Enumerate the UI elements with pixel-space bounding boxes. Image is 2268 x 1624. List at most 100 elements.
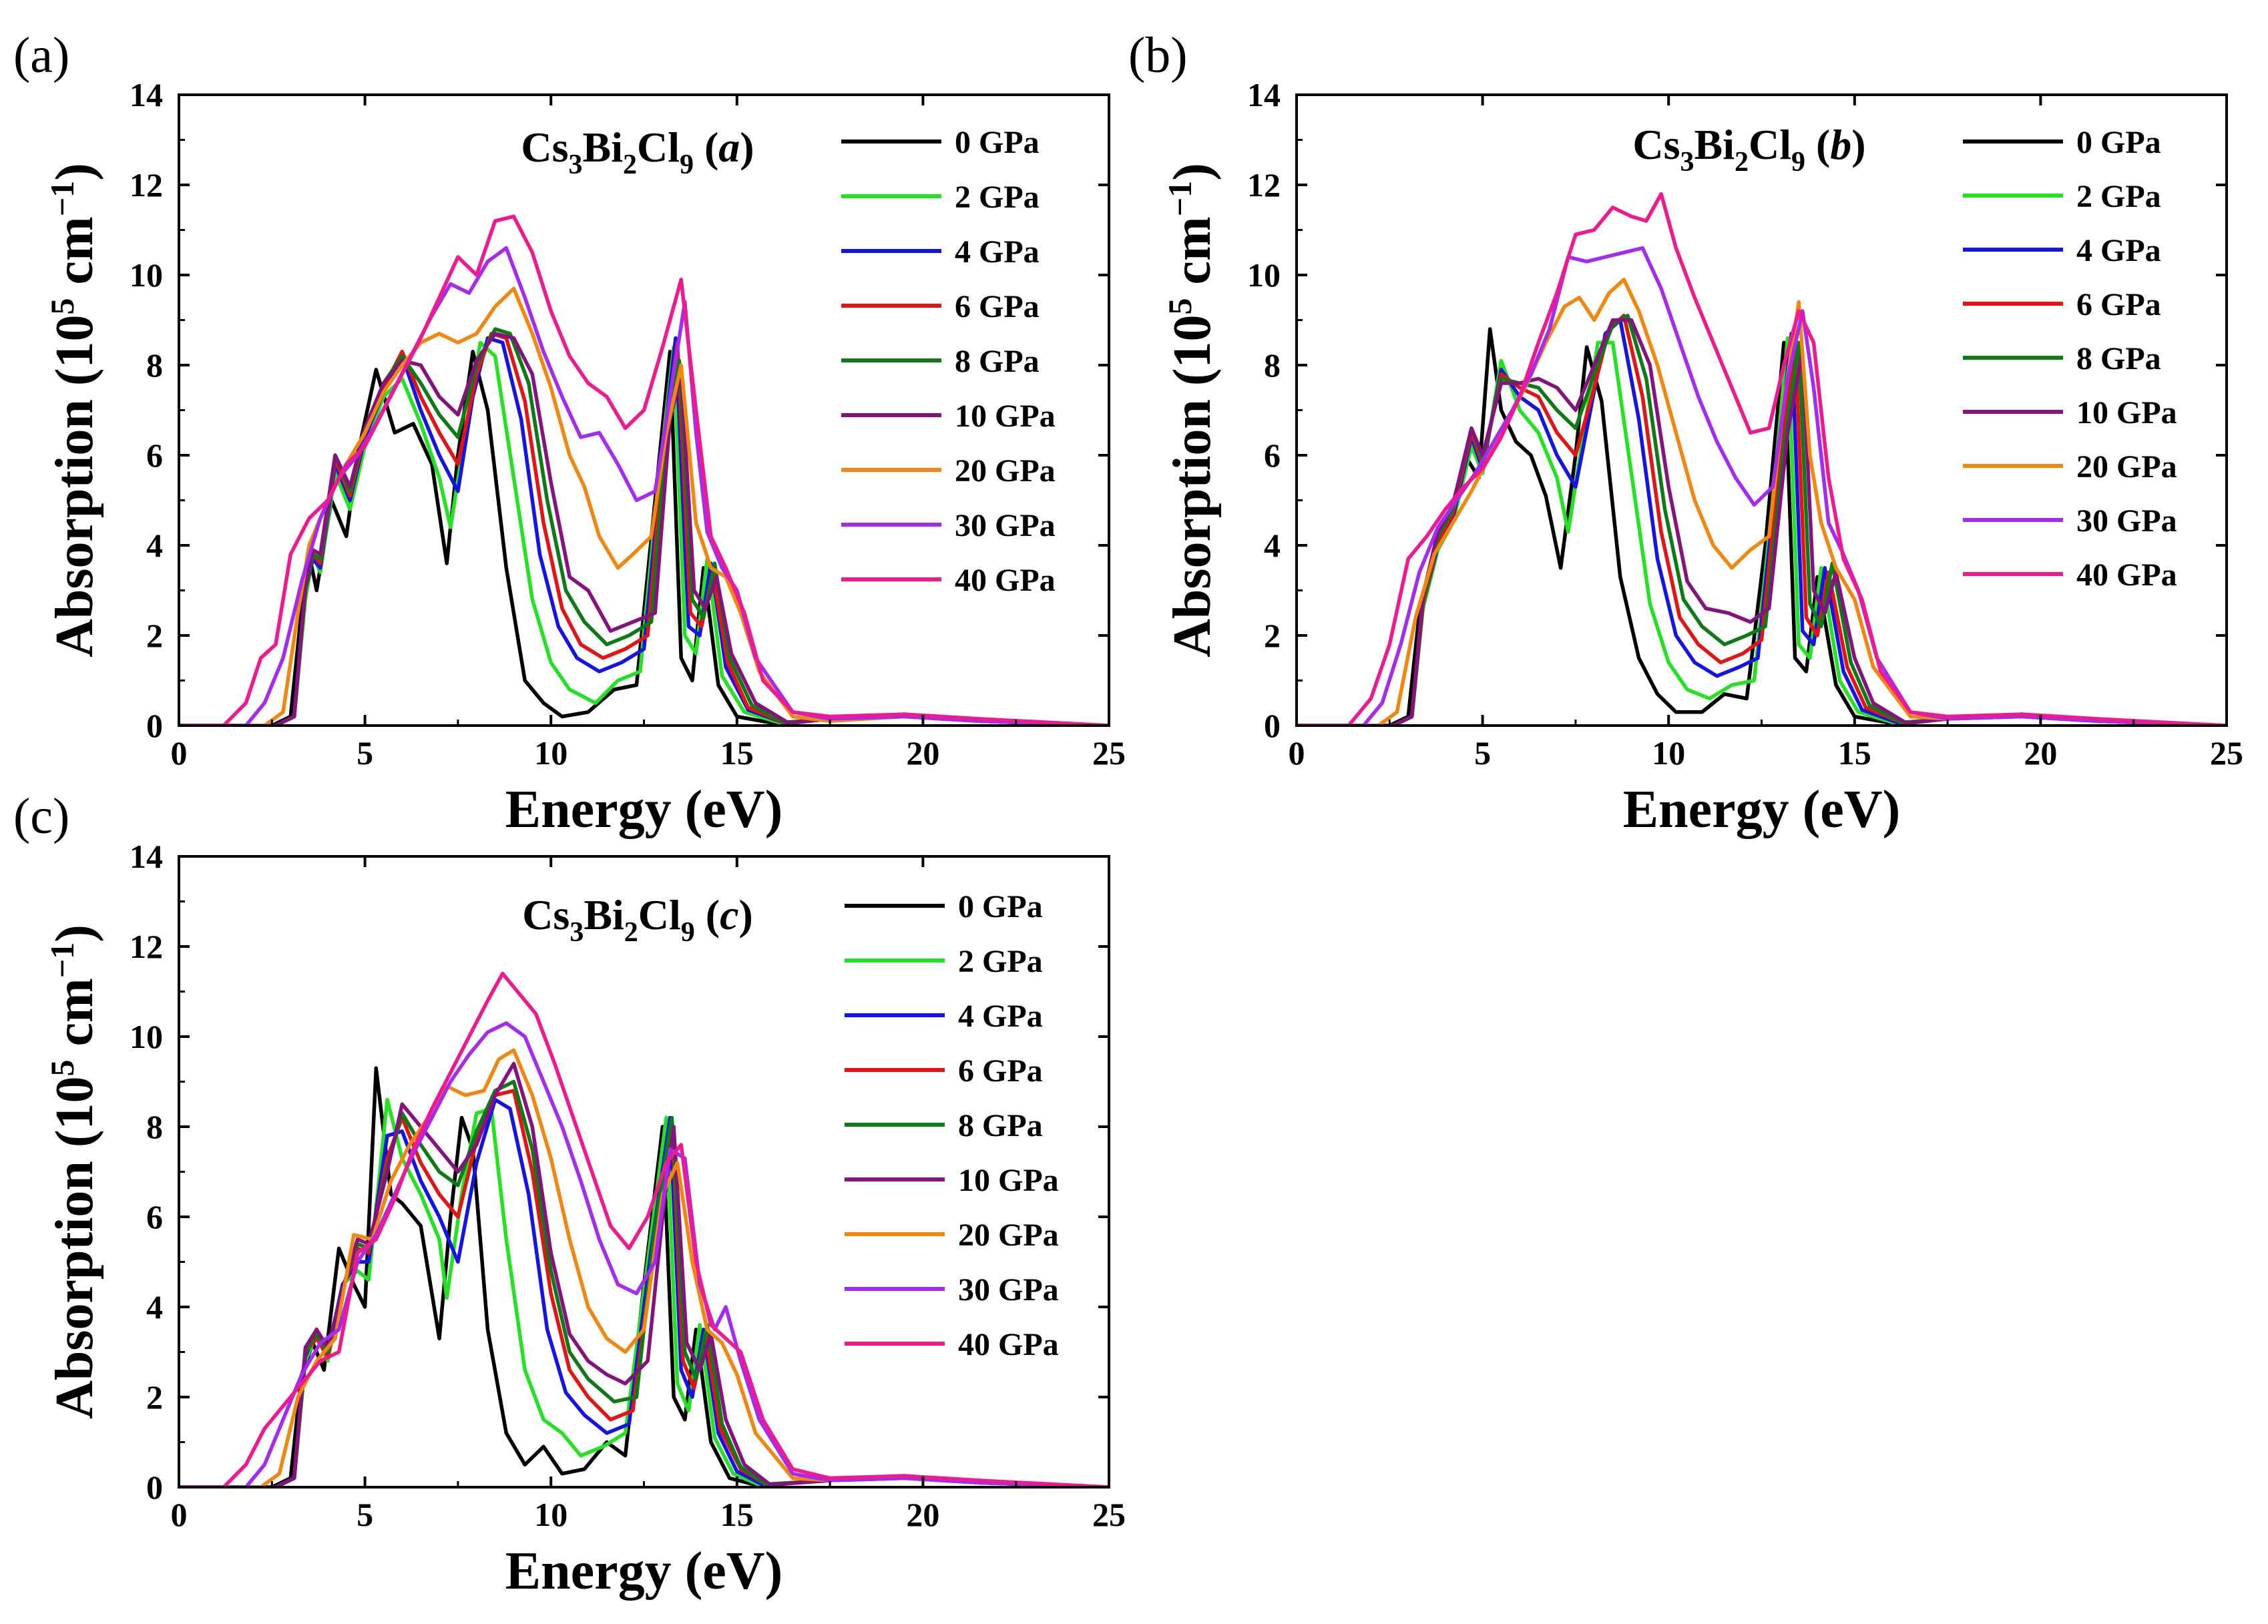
y-tick-label: 8 [146,1108,163,1145]
y-title-exponent: −1 [1161,181,1198,217]
x-tick-label: 10 [1652,734,1685,772]
x-tick-label: 5 [357,1496,373,1533]
formula-part: Cl [1749,121,1791,168]
legend-label: 6 GPa [2076,287,2161,322]
formula-subscript: 2 [624,917,638,948]
x-tick-label: 0 [171,1496,188,1533]
y-tick-label: 10 [1247,256,1281,294]
y-tick-label: 2 [1264,617,1281,654]
formula-axis: a [718,123,740,171]
legend-label: 2 GPa [958,944,1043,979]
legend-label: 20 GPa [958,1217,1059,1253]
formula-subscript: 9 [681,917,695,948]
legend-label: 30 GPa [955,508,1056,543]
formula-part: Cl [637,123,680,171]
x-tick-label: 20 [906,734,939,772]
x-tick-label: 20 [906,1496,939,1533]
formula-subscript: 2 [1735,147,1749,178]
series-line-40-gpa [179,971,1109,1487]
x-tick-label: 25 [1092,734,1126,772]
formula-part: Bi [583,123,623,171]
legend-label: 8 GPa [958,1108,1043,1143]
series-line-40-gpa [1297,192,2227,726]
series-lines [179,971,1109,1487]
panel-letter: (a) [13,27,69,83]
x-tick-label: 0 [1289,734,1305,772]
y-tick-label: 6 [146,1198,163,1236]
y-tick-label: 10 [130,1018,163,1055]
y-tick-label: 12 [1247,166,1281,204]
legend-label: 10 GPa [958,1163,1059,1198]
x-tick-label: 5 [1474,734,1491,772]
series-line-10-gpa [179,332,1109,726]
chart-title: Cs3Bi2Cl9 (c) [522,891,753,948]
formula-axis: c [720,891,738,938]
legend-label: 40 GPa [2076,557,2177,593]
formula-subscript: 3 [570,917,584,948]
legend-label: 2 GPa [2076,179,2161,214]
y-title-part: ) [45,163,104,181]
y-tick-label: 6 [146,437,163,474]
x-axis-title: Energy (eV) [505,1542,782,1601]
panel-letter: (c) [13,788,69,844]
x-tick-label: 15 [720,734,754,772]
formula-axis: b [1830,121,1851,168]
series-line-20-gpa [1297,278,2227,726]
legend-label: 6 GPa [958,1053,1043,1089]
y-tick-label: 10 [130,256,163,294]
y-tick-label: 4 [146,527,163,564]
legend-label: 0 GPa [955,125,1040,160]
legend-label: 4 GPa [955,234,1040,270]
panel-letter: (b) [1128,27,1188,83]
legend-label: 20 GPa [955,453,1056,489]
x-tick-label: 10 [534,734,568,772]
y-title-exponent: −1 [43,942,81,979]
y-tick-label: 8 [1264,346,1281,384]
y-title-part: Absorption (10 [45,314,104,657]
y-axis-title: Absorption (105 cm−1) [43,924,104,1419]
legend-label: 30 GPa [2076,503,2177,539]
y-tick-label: 12 [130,166,163,204]
y-title-part: cm [1163,216,1222,298]
formula-subscript: 3 [569,150,583,180]
x-axis-title: Energy (eV) [1623,780,1900,839]
legend-label: 2 GPa [955,180,1040,215]
formula-part: ) [740,123,754,171]
formula-part: Bi [1694,121,1735,168]
legend-label: 30 GPa [958,1272,1059,1308]
x-tick-label: 25 [2210,734,2243,772]
x-tick-label: 25 [1092,1496,1126,1533]
chart-title: Cs3Bi2Cl9 (b) [1632,121,1865,178]
formula-part: Bi [584,891,624,938]
legend-label: 10 GPa [955,398,1056,434]
x-tick-label: 10 [534,1496,568,1533]
y-tick-label: 4 [1264,527,1281,564]
x-tick-label: 0 [171,734,188,772]
legend-label: 6 GPa [955,289,1040,324]
y-tick-label: 6 [1264,437,1281,474]
formula-subscript: 9 [1791,147,1805,178]
y-tick-label: 14 [130,76,163,113]
series-line-20-gpa [179,1048,1109,1487]
formula-subscript: 2 [623,150,637,180]
formula-part: ( [695,891,720,938]
legend-label: 4 GPa [958,999,1043,1034]
y-tick-label: 4 [146,1288,163,1326]
legend-label: 0 GPa [2076,125,2161,160]
legend: 0 GPa 2 GPa 4 GPa 6 GPa 8 GPa 10 GPa 20 GPa 30 … [841,125,1056,598]
chart-title: Cs3Bi2Cl9 (a) [521,123,754,180]
legend-label: 10 GPa [2076,395,2177,431]
series-line-0-gpa [179,1066,1109,1487]
legend-label: 0 GPa [958,889,1043,924]
y-title-part: ) [45,924,104,942]
y-title-part: Absorption (10 [45,1076,104,1418]
series-line-30-gpa [179,1021,1109,1487]
x-axis-title: Energy (eV) [505,780,782,839]
y-tick-label: 0 [146,1468,163,1506]
legend: 0 GPa 2 GPa 4 GPa 6 GPa 8 GPa 10 GPa 20 GPa 30 … [1963,125,2177,593]
legend-label: 20 GPa [2076,449,2177,485]
